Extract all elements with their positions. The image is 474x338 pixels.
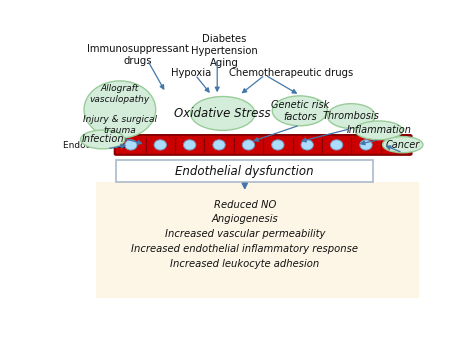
Text: Increased vascular permeability: Increased vascular permeability: [164, 229, 325, 239]
Text: Endothelial cells: Endothelial cells: [63, 141, 137, 150]
Ellipse shape: [355, 121, 403, 140]
Text: Allograft
vasculopathy

Injury & surgical
trauma: Allograft vasculopathy Injury & surgical…: [83, 84, 157, 135]
Ellipse shape: [383, 137, 423, 153]
Text: Cancer: Cancer: [385, 140, 420, 150]
Text: Inflammation: Inflammation: [346, 125, 411, 135]
Ellipse shape: [81, 130, 125, 149]
Text: Genetic risk
factors: Genetic risk factors: [271, 100, 329, 122]
Ellipse shape: [191, 97, 255, 130]
FancyBboxPatch shape: [96, 183, 419, 298]
Text: Angiogenesis: Angiogenesis: [211, 214, 278, 224]
Text: Endothelial dysfunction: Endothelial dysfunction: [175, 165, 314, 178]
Ellipse shape: [272, 96, 328, 126]
Text: Infection: Infection: [82, 135, 124, 144]
Text: Increased leukocyte adhesion: Increased leukocyte adhesion: [170, 259, 319, 269]
Text: Chemotherapeutic drugs: Chemotherapeutic drugs: [228, 68, 353, 78]
Ellipse shape: [328, 104, 375, 128]
Text: Increased endothelial inflammatory response: Increased endothelial inflammatory respo…: [131, 244, 358, 254]
Text: Oxidative Stress: Oxidative Stress: [174, 107, 271, 120]
Ellipse shape: [213, 140, 225, 150]
Ellipse shape: [154, 140, 166, 150]
Ellipse shape: [84, 81, 155, 138]
Ellipse shape: [360, 140, 372, 150]
Ellipse shape: [125, 140, 137, 150]
Text: Thrombosis: Thrombosis: [323, 111, 380, 121]
FancyBboxPatch shape: [115, 135, 411, 155]
Ellipse shape: [330, 140, 343, 150]
Text: Diabetes
Hypertension
Aging: Diabetes Hypertension Aging: [191, 34, 258, 68]
Ellipse shape: [183, 140, 196, 150]
Ellipse shape: [389, 140, 401, 150]
FancyBboxPatch shape: [116, 160, 374, 183]
Text: Reduced NO: Reduced NO: [214, 199, 276, 210]
Ellipse shape: [272, 140, 284, 150]
Ellipse shape: [301, 140, 313, 150]
Ellipse shape: [242, 140, 255, 150]
Text: Hypoxia: Hypoxia: [172, 68, 211, 78]
Text: Immunosuppressant
drugs: Immunosuppressant drugs: [87, 44, 189, 66]
